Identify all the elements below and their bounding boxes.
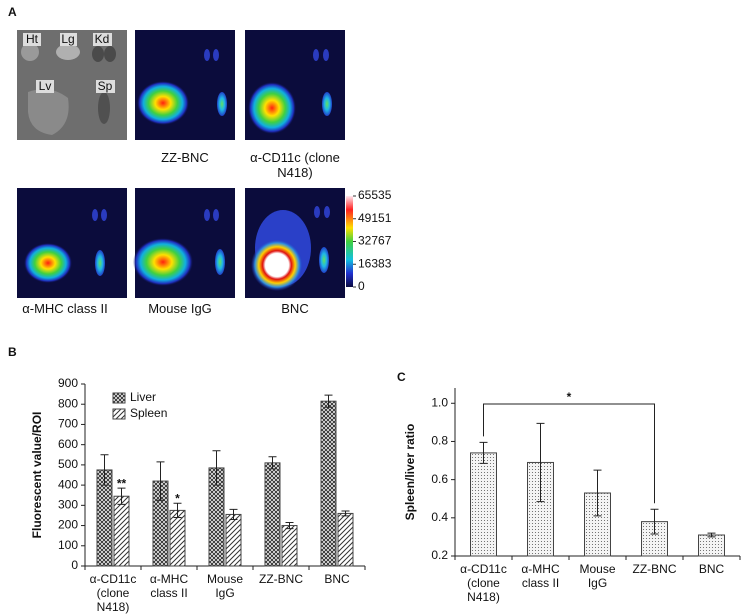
colorbar-label: 65535 xyxy=(358,188,392,202)
y-tick-label: 600 xyxy=(58,437,78,451)
error-bar xyxy=(285,522,294,530)
y-tick-label: 0.6 xyxy=(431,472,448,486)
bar xyxy=(264,462,281,567)
y-tick-label: 400 xyxy=(58,477,78,491)
legend-swatch xyxy=(112,392,126,404)
image-caption: BNC xyxy=(281,301,309,316)
x-tick-label: α-CD11c (clone N418) xyxy=(460,562,507,604)
panel-label: C xyxy=(397,370,406,384)
y-tick-label: 700 xyxy=(58,417,78,431)
y-tick-label: 200 xyxy=(58,518,78,532)
legend-label: Spleen xyxy=(130,406,167,420)
image-caption: Mouse IgG xyxy=(148,301,212,316)
legend-label: Liver xyxy=(130,390,156,404)
y-axis-title: Spleen/liver ratio xyxy=(403,424,417,521)
bar xyxy=(337,512,354,567)
colorbar-label: 16383 xyxy=(358,256,392,270)
error-bar xyxy=(324,394,333,408)
organ-label: Sp xyxy=(98,79,113,93)
error-bar xyxy=(707,532,716,538)
error-bar xyxy=(229,508,238,520)
error-bar xyxy=(117,487,126,505)
panel-label: B xyxy=(8,345,17,359)
x-tick-label: ZZ-BNC xyxy=(632,562,677,576)
error-bar xyxy=(156,461,165,501)
image-caption: α-CD11c (clone N418) xyxy=(250,150,340,180)
bar xyxy=(281,525,298,567)
significance-mark: * xyxy=(175,491,180,505)
y-axis-title: Fluorescent value/ROI xyxy=(30,412,44,539)
error-bar xyxy=(100,454,109,486)
organ-photo xyxy=(17,30,127,140)
organ-label: Lg xyxy=(61,32,74,46)
y-tick-label: 300 xyxy=(58,498,78,512)
error-bar xyxy=(650,508,659,535)
panel-label: A xyxy=(8,5,17,19)
y-tick-label: 0.2 xyxy=(431,548,448,562)
image-caption: α-MHC class II xyxy=(22,301,108,316)
error-bar xyxy=(268,456,277,470)
x-tick-label: Mouse IgG xyxy=(579,562,616,590)
error-bar xyxy=(212,450,221,486)
y-tick-label: 0 xyxy=(71,558,78,572)
organ-label: Ht xyxy=(26,32,39,46)
bar xyxy=(169,509,186,567)
error-bar xyxy=(173,502,182,518)
y-tick-label: 900 xyxy=(58,376,78,390)
x-tick-label: α-MHC class II xyxy=(521,562,560,590)
image-caption: ZZ-BNC xyxy=(161,150,209,165)
significance-mark: ** xyxy=(117,476,127,490)
error-bar xyxy=(479,441,488,464)
bar xyxy=(225,513,242,567)
y-tick-label: 0.4 xyxy=(431,510,448,524)
y-tick-label: 800 xyxy=(58,396,78,410)
x-tick-label: α-CD11c (clone N418) xyxy=(89,572,137,614)
significance-mark: * xyxy=(567,390,572,404)
error-bar xyxy=(341,510,350,517)
y-tick-label: 100 xyxy=(58,538,78,552)
fluorescence-images xyxy=(17,30,353,298)
y-tick-label: 1.0 xyxy=(431,395,448,409)
colorbar-label: 0 xyxy=(358,279,365,293)
x-tick-label: Mouse IgG xyxy=(206,572,244,600)
x-tick-label: BNC xyxy=(698,562,725,576)
colorbar-label: 49151 xyxy=(358,211,392,225)
x-tick-label: α-MHC class II xyxy=(149,572,189,600)
bar xyxy=(320,400,337,567)
legend-swatch xyxy=(112,408,126,420)
error-bar xyxy=(536,422,545,503)
error-bar xyxy=(593,469,602,517)
bar xyxy=(113,495,130,567)
organ-label: Lv xyxy=(39,79,52,93)
y-tick-label: 500 xyxy=(58,457,78,471)
bar xyxy=(698,534,725,557)
y-tick-label: 0.8 xyxy=(431,434,448,448)
x-tick-label: BNC xyxy=(324,572,350,586)
significance-bracket xyxy=(483,403,655,504)
bar xyxy=(470,452,497,557)
colorbar-label: 32767 xyxy=(358,234,392,248)
x-tick-label: ZZ-BNC xyxy=(259,572,303,586)
organ-label: Kd xyxy=(95,32,110,46)
